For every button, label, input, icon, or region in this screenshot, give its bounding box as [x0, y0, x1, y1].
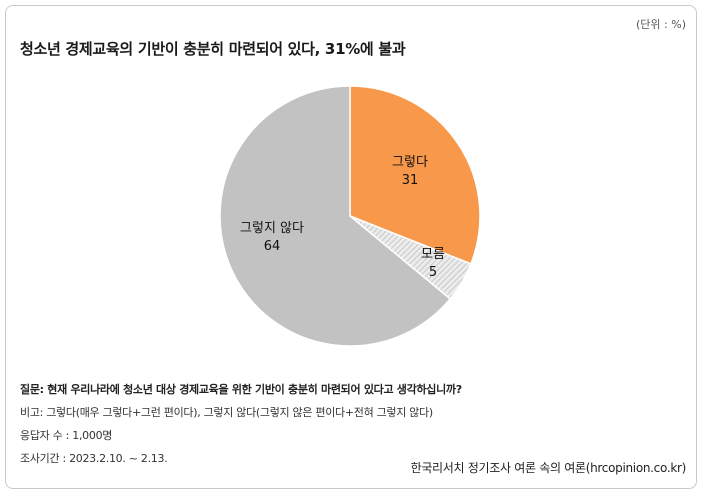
unit-label: (단위 : %): [636, 18, 686, 31]
survey-respondents: 응답자 수 : 1,000명: [20, 429, 113, 442]
pie-slice-0: [349, 85, 481, 265]
slice-label-0: 그렇다: [392, 155, 428, 170]
chart-title: 청소년 경제교육의 기반이 충분히 마련되어 있다, 31%에 불과: [20, 40, 406, 58]
pie-slice-2: [219, 85, 452, 347]
slice-value-1: 5: [429, 265, 437, 280]
survey-note: 비고: 그렇다(매우 그렇다+그런 편이다), 그렇지 않다(그렇지 않은 편이…: [20, 406, 433, 419]
slice-label-1: 모름: [421, 247, 445, 262]
survey-question: 질문: 현재 우리나라에 청소년 대상 경제교육을 위한 기반이 충분히 마련되…: [20, 383, 462, 396]
survey-notes: 질문: 현재 우리나라에 청소년 대상 경제교육을 위한 기반이 충분히 마련되…: [20, 382, 462, 474]
slice-value-2: 64: [264, 239, 281, 254]
source-label: 한국리서치 정기조사 여론 속의 여론(hrcopinion.co.kr): [410, 461, 687, 475]
slice-value-0: 31: [402, 173, 419, 188]
slice-label-2: 그렇지 않다: [240, 221, 304, 236]
survey-period: 조사기간 : 2023.2.10. ~ 2.13.: [20, 452, 168, 465]
